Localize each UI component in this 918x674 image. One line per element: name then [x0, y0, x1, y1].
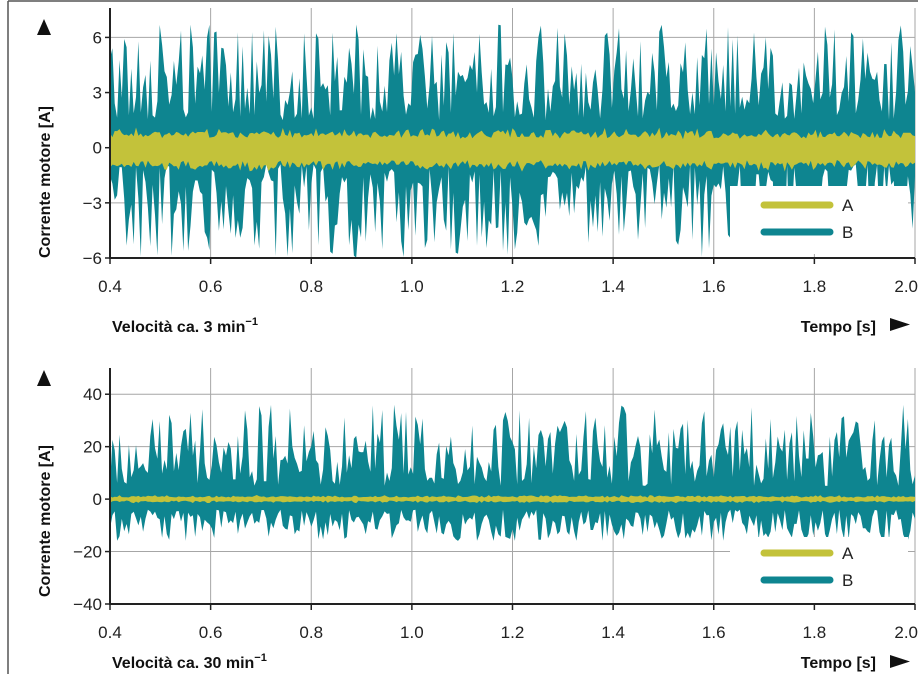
x-axis-label-top: Tempo [s] [801, 319, 876, 336]
x-tick-label: 1.0 [400, 623, 424, 642]
y-tick-label: 3 [93, 84, 102, 103]
y-tick-label: −20 [73, 543, 102, 562]
x-tick-label: 0.6 [199, 623, 223, 642]
legend-top: A B [730, 186, 908, 254]
x-tick-label: 0.8 [299, 623, 323, 642]
series-a-band [110, 495, 915, 504]
legend-label-b-bottom: B [842, 571, 853, 590]
x-tick-label: 2.0 [894, 623, 918, 642]
speed-caption-bottom: Velocità ca. 30 min−1 [112, 652, 267, 672]
axes-bottom: 0.4 0.6 0.8 1.0 1.2 1.4 1.6 1.8 2.0 −40 −20 0 20 40 [73, 368, 918, 642]
y-axis-arrow-icon [37, 370, 51, 386]
series-b-band [110, 404, 915, 541]
series-a-band [110, 127, 915, 172]
x-tick-label: 0.8 [299, 277, 323, 296]
x-tick-label: 1.4 [601, 277, 625, 296]
series-area-bottom [110, 404, 915, 541]
x-tick-label: 1.2 [501, 623, 525, 642]
y-axis-arrow-icon [37, 19, 51, 35]
x-tick-label: 1.6 [702, 623, 726, 642]
x-axis-arrow-icon [890, 318, 910, 331]
x-tick-label: 0.4 [98, 277, 122, 296]
chart-panel-bottom: 0.4 0.6 0.8 1.0 1.2 1.4 1.6 1.8 2.0 −40 −20 0 20 40 C… [37, 368, 918, 672]
y-tick-label: 6 [93, 28, 102, 47]
x-tick-label: 0.4 [98, 623, 122, 642]
y-tick-label: 0 [93, 490, 102, 509]
x-tick-label: 0.6 [199, 277, 223, 296]
x-tick-label: 1.0 [400, 277, 424, 296]
y-axis-label-top: Corrente motore [A] [37, 106, 54, 258]
y-axis-label-bottom: Corrente motore [A] [37, 445, 54, 597]
y-tick-label: −6 [83, 249, 102, 268]
axes-top: 0.4 0.6 0.8 1.0 1.2 1.4 1.6 1.8 2.0 −6 −3 0 3 6 [83, 8, 918, 296]
legend-label-b-top: B [842, 223, 853, 242]
chart-panel-top: 0.4 0.6 0.8 1.0 1.2 1.4 1.6 1.8 2.0 −6 −3 0 3 6 Corre… [37, 8, 918, 336]
y-tick-label: 40 [83, 385, 102, 404]
x-tick-label: 1.2 [501, 277, 525, 296]
legend-box-top [730, 186, 908, 254]
x-tick-label: 1.8 [803, 623, 827, 642]
x-tick-label: 2.0 [894, 277, 918, 296]
y-tick-label: 20 [83, 438, 102, 457]
x-axis-label-bottom: Tempo [s] [801, 655, 876, 672]
legend-box-bottom [730, 537, 908, 603]
x-axis-arrow-icon [890, 655, 910, 668]
x-tick-label: 1.8 [803, 277, 827, 296]
legend-label-a-top: A [842, 196, 854, 215]
y-tick-label: −3 [83, 194, 102, 213]
y-tick-label: −40 [73, 595, 102, 614]
legend-label-a-bottom: A [842, 544, 854, 563]
x-tick-label: 1.6 [702, 277, 726, 296]
series-area-top [110, 24, 915, 258]
legend-bottom: A B [730, 537, 908, 603]
x-tick-label: 1.4 [601, 623, 625, 642]
speed-caption-top: Velocità ca. 3 min−1 [112, 316, 258, 336]
y-tick-label: 0 [93, 139, 102, 158]
